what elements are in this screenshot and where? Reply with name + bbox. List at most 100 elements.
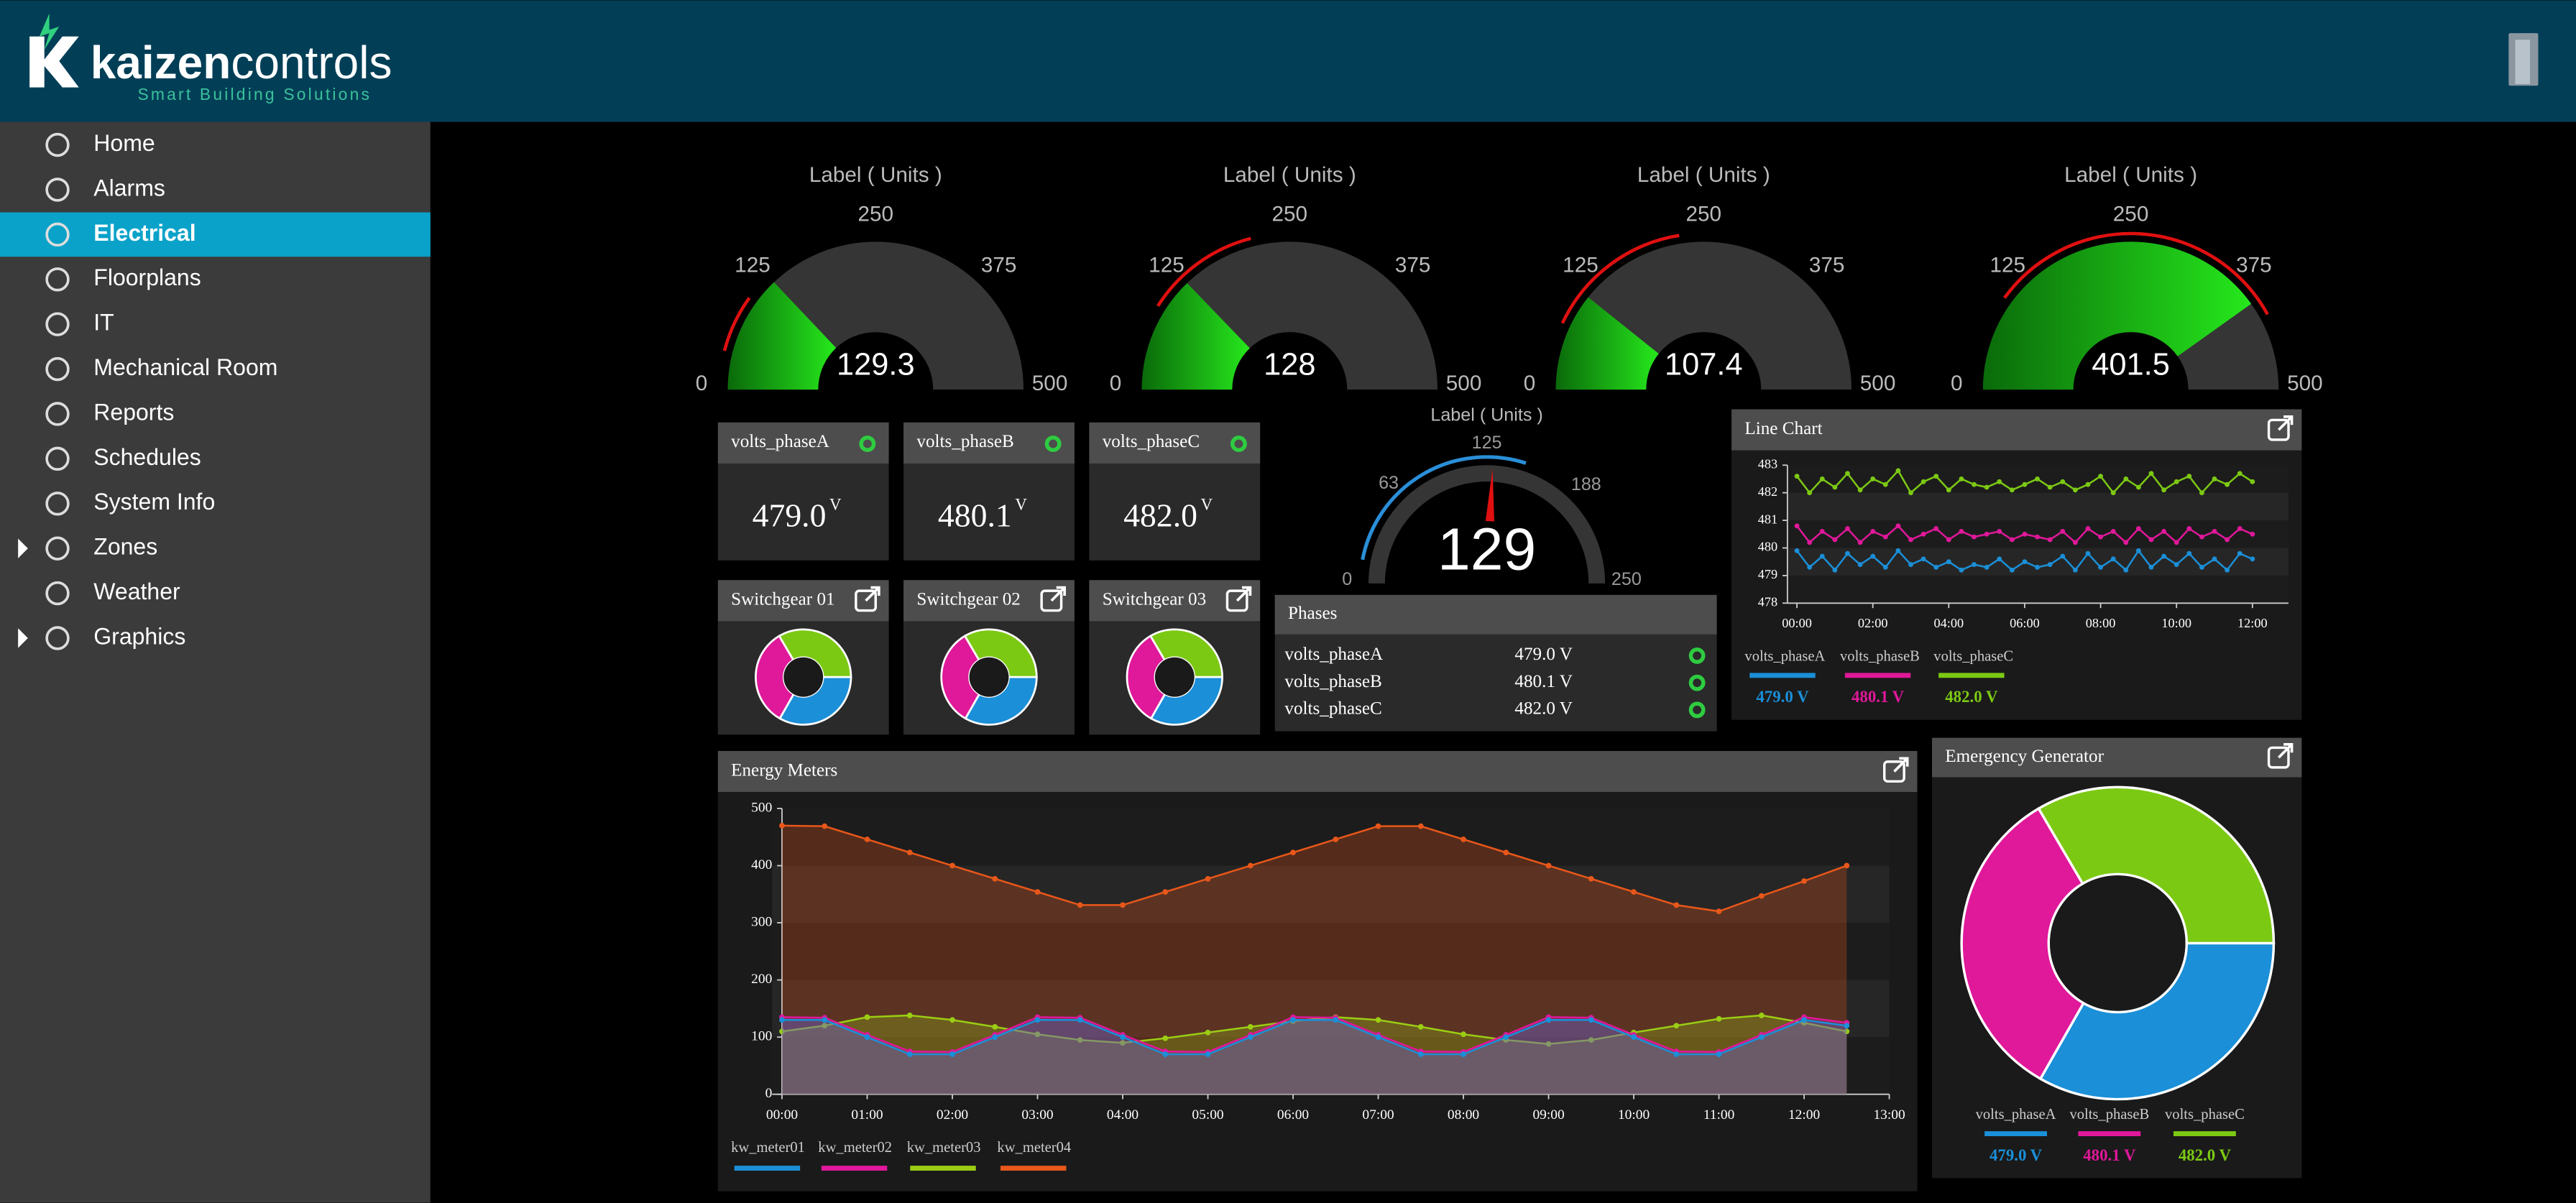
nav-item[interactable]: System Info	[45, 489, 215, 516]
nav-item[interactable]: Reports	[45, 399, 174, 426]
y-tick-label: 100	[751, 1029, 772, 1044]
series-point	[1908, 537, 1913, 543]
x-tick-label: 05:00	[1192, 1107, 1223, 1123]
y-tick-label: 483	[1758, 456, 1777, 471]
series-point	[2060, 529, 2066, 534]
series-point	[1870, 553, 1876, 559]
legend-value: 480.1 V	[2083, 1146, 2136, 1164]
nav-item[interactable]: IT	[45, 310, 114, 336]
y-tick-label: 300	[751, 915, 772, 930]
series-point	[1588, 875, 1594, 882]
series-point	[1845, 550, 1850, 556]
series-point	[1819, 529, 1825, 534]
nav-icon	[45, 402, 70, 426]
nav-item[interactable]: Weather	[45, 579, 180, 606]
series-point	[2212, 556, 2217, 562]
nav-icon	[45, 222, 70, 247]
series-point	[1908, 490, 1913, 496]
series-point	[1984, 484, 1990, 490]
series-point	[2225, 567, 2230, 573]
link-icon[interactable]	[1882, 760, 1905, 783]
link-arrow	[865, 586, 880, 602]
series-point	[2148, 564, 2154, 570]
nav-item[interactable]: Graphics	[18, 623, 185, 650]
link-icon[interactable]	[1225, 589, 1248, 612]
link-icon[interactable]	[2267, 746, 2290, 769]
series-point	[1819, 476, 1825, 481]
nav-item[interactable]: Zones	[18, 534, 157, 561]
series-point	[2250, 556, 2255, 562]
series-point	[2161, 487, 2167, 493]
series-point	[2212, 529, 2217, 534]
plot-band	[772, 808, 1890, 866]
link-icon[interactable]	[2267, 418, 2290, 441]
series-point	[2085, 481, 2091, 487]
legend-value: 482.0 V	[2179, 1146, 2232, 1164]
nav-item[interactable]: Floorplans	[45, 264, 201, 292]
series-point	[2009, 567, 2015, 573]
status-unit: V	[1015, 496, 1027, 514]
link-icon[interactable]	[855, 589, 877, 612]
series-line	[781, 824, 1847, 913]
y-tick-label: 482	[1758, 484, 1777, 499]
series-area	[782, 825, 1847, 1094]
link-arrow	[2277, 415, 2294, 431]
series-point	[1832, 567, 1838, 573]
gauge-tick-label: 375	[1395, 254, 1431, 277]
dial-track	[1368, 465, 1606, 584]
series-point	[2186, 474, 2192, 479]
y-tick-label: 478	[1758, 594, 1777, 609]
series-point	[1845, 471, 1850, 476]
nav-label: IT	[93, 310, 114, 336]
series-point	[1801, 1017, 1807, 1023]
legend-label: kw_meter02	[818, 1140, 892, 1156]
link-icon[interactable]	[1040, 589, 1063, 612]
series-point	[2123, 540, 2129, 545]
series-point	[1162, 1051, 1169, 1057]
series-point	[949, 1051, 955, 1057]
nav-item[interactable]: Schedules	[45, 444, 201, 471]
series-point	[1920, 531, 1926, 537]
nav-item[interactable]: Alarms	[45, 175, 165, 202]
series-point	[2148, 537, 2154, 543]
series-point	[1845, 526, 1850, 532]
nav-label: Weather	[93, 579, 180, 604]
series-point	[1460, 1031, 1466, 1038]
series-point	[1870, 476, 1876, 481]
series-point	[2250, 479, 2255, 484]
card-header	[717, 580, 889, 622]
x-tick-label: 06:00	[2010, 616, 2040, 630]
nav-icon	[45, 312, 70, 336]
series-point	[2022, 531, 2028, 537]
series-point	[2237, 471, 2242, 476]
nav-item[interactable]: Home	[45, 130, 155, 157]
gauge-value	[727, 282, 837, 390]
nav-icon	[45, 356, 70, 382]
dial-range	[1361, 455, 1527, 561]
gauge-tick-label: 0	[1110, 372, 1122, 395]
plot-band	[1787, 492, 2288, 521]
series-point	[1984, 564, 1990, 570]
legend-label: volts_phaseB	[1840, 648, 1920, 664]
series-point	[992, 1034, 998, 1041]
series-point	[1933, 526, 1939, 532]
series-point	[1034, 889, 1041, 895]
nav-item[interactable]: Mechanical Room	[45, 354, 277, 382]
series-point	[822, 1023, 828, 1029]
series-point	[779, 1017, 785, 1023]
nav-item[interactable]: Electrical	[0, 212, 431, 257]
x-tick-label: 08:00	[1448, 1107, 1479, 1123]
series-point	[1247, 1023, 1254, 1030]
series-point	[1832, 484, 1838, 490]
series-point	[1503, 849, 1509, 856]
brand: kaizencontrols	[91, 37, 392, 88]
dial-tick-label: 188	[1571, 474, 1601, 494]
status-dot	[1044, 435, 1062, 453]
card-title: volts_phaseA	[731, 432, 829, 451]
card-title: Energy Meters	[731, 760, 837, 780]
y-tick-label: 481	[1758, 512, 1777, 526]
status-unit: V	[1201, 496, 1213, 514]
phase-value: 480.1 V	[1514, 672, 1573, 691]
donut-hole	[783, 657, 824, 697]
status-number: 482.0	[1123, 497, 1197, 534]
